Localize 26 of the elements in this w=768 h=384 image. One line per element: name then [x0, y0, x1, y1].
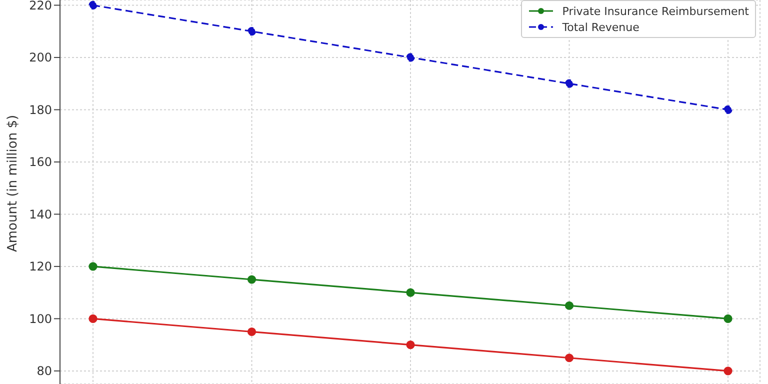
y-tick-label: 220 — [29, 0, 52, 12]
point — [564, 79, 574, 88]
point — [88, 262, 98, 271]
point — [406, 288, 415, 297]
point — [564, 354, 574, 362]
point — [724, 314, 732, 323]
y-tick-label: 100 — [29, 312, 52, 326]
point — [247, 327, 256, 336]
point — [406, 53, 415, 62]
y-tick-label: 160 — [29, 155, 52, 170]
point — [724, 105, 732, 114]
point — [247, 275, 256, 284]
point — [247, 27, 256, 36]
y-tick-label: 200 — [29, 50, 52, 65]
legend-label: Private Insurance Reimbursement — [562, 4, 749, 18]
y-tick-label: 80 — [36, 364, 52, 378]
point — [88, 314, 98, 323]
y-tick-label: 180 — [29, 102, 52, 117]
y-tick-label: 140 — [29, 207, 52, 222]
point — [564, 301, 574, 310]
point — [724, 366, 732, 376]
point — [406, 340, 415, 350]
y-axis-title: Amount (in million $) — [6, 114, 21, 252]
y-tick-label: 120 — [29, 260, 52, 274]
point — [88, 0, 98, 10]
legend-label: Total Revenue — [562, 20, 640, 34]
